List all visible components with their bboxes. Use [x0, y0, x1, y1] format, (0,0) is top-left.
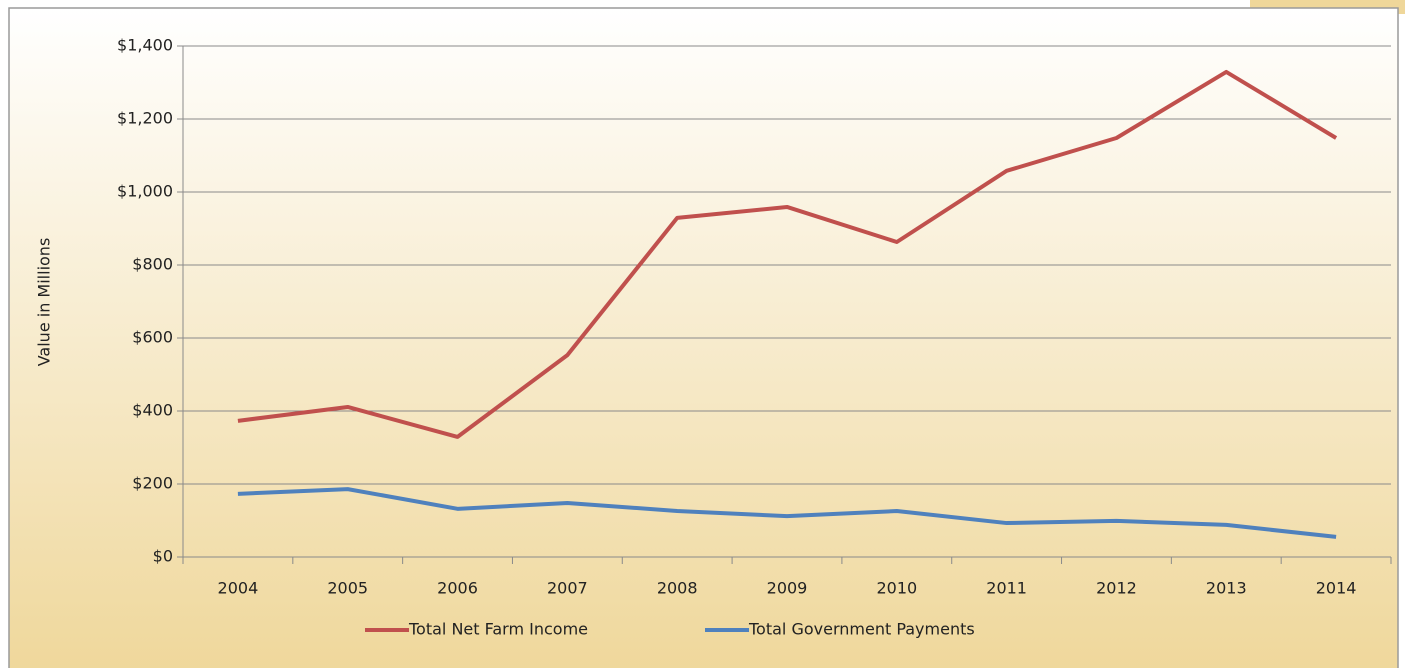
x-tick-label: 2004 — [218, 579, 259, 598]
y-tick-label: $0 — [153, 547, 173, 566]
legend-label: Total Net Farm Income — [408, 620, 588, 639]
line-series — [237, 487, 1337, 539]
y-tick-label: $1,000 — [117, 182, 173, 201]
y-axis-label: Value in Millions — [35, 238, 54, 367]
line-series — [237, 69, 1338, 439]
x-tick-label: 2006 — [437, 579, 478, 598]
x-tick-label: 2007 — [547, 579, 588, 598]
y-tick-label: $1,400 — [117, 36, 173, 55]
x-tick-label: 2010 — [876, 579, 917, 598]
x-tick-label: 2013 — [1206, 579, 1247, 598]
x-tick-label: 2014 — [1316, 579, 1357, 598]
y-tick-label: $200 — [132, 474, 173, 493]
x-tick-label: 2011 — [986, 579, 1027, 598]
x-tick-label: 2012 — [1096, 579, 1137, 598]
x-tick-label: 2008 — [657, 579, 698, 598]
y-tick-label: $600 — [132, 328, 173, 347]
y-tick-label: $400 — [132, 401, 173, 420]
x-tick-label: 2005 — [327, 579, 368, 598]
legend-label: Total Government Payments — [748, 620, 975, 639]
y-tick-label: $800 — [132, 255, 173, 274]
x-tick-label: 2009 — [767, 579, 808, 598]
y-tick-label: $1,200 — [117, 109, 173, 128]
